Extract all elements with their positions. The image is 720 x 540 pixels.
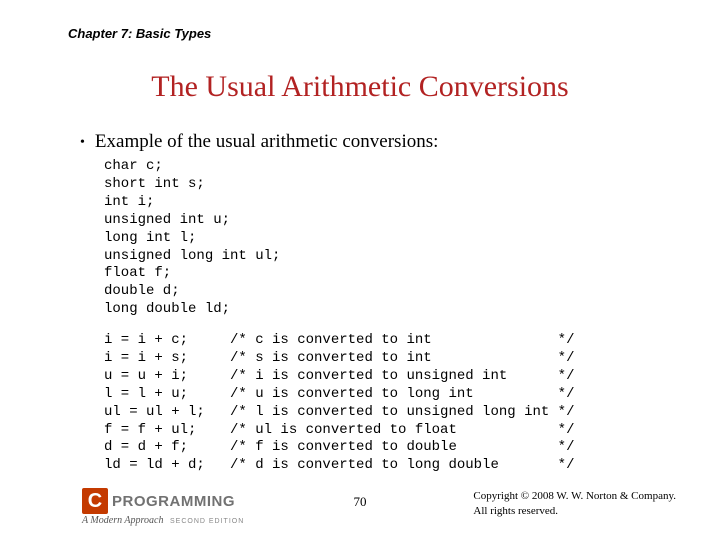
copyright: Copyright © 2008 W. W. Norton & Company.… — [473, 489, 676, 518]
copyright-line-1: Copyright © 2008 W. W. Norton & Company. — [473, 489, 676, 503]
logo-subtitle: A Modern Approach — [82, 515, 163, 526]
chapter-header: Chapter 7: Basic Types — [68, 26, 211, 41]
logo-edition: SECOND EDITION — [170, 518, 244, 525]
code-conversions: i = i + c; /* c is converted to int */ i… — [104, 332, 574, 475]
bullet-marker: • — [80, 136, 85, 150]
slide-title: The Usual Arithmetic Conversions — [0, 70, 720, 104]
code-declarations: char c; short int s; int i; unsigned int… — [104, 158, 280, 319]
footer: C PROGRAMMING A Modern Approach SECOND E… — [0, 478, 720, 528]
logo-subtitle-row: A Modern Approach SECOND EDITION — [82, 515, 244, 526]
copyright-line-2: All rights reserved. — [473, 504, 676, 518]
bullet-text: Example of the usual arithmetic conversi… — [95, 131, 438, 152]
bullet-item: • Example of the usual arithmetic convers… — [80, 131, 438, 153]
